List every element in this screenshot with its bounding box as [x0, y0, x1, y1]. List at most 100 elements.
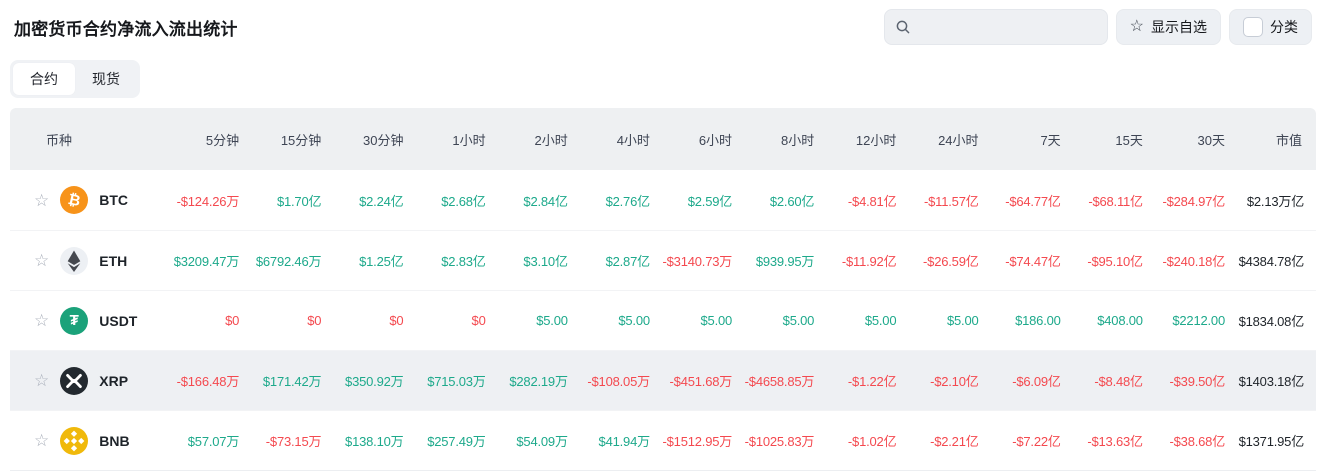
coin-symbol: BNB — [99, 432, 130, 449]
column-header-5m[interactable]: 5分钟 — [205, 132, 240, 148]
column-header-6h[interactable]: 6小时 — [698, 132, 733, 148]
flow-value-cell: -$6.09亿 — [1012, 374, 1061, 390]
flow-value-cell: -$68.11亿 — [1088, 193, 1143, 209]
flow-value-cell: -$2.10亿 — [930, 374, 979, 390]
flow-value-cell: -$1.02亿 — [847, 434, 897, 450]
flow-value-cell: $5.00 — [782, 313, 815, 329]
column-header-4h[interactable]: 4小时 — [616, 132, 650, 148]
table-row-btc[interactable]: ☆ ₿ BTC -$124.26万 $1.70亿 $2.24亿 $2.68亿 $2.84… — [10, 170, 1316, 230]
flow-value-cell: $2.76亿 — [605, 193, 651, 209]
flow-value-cell: -$8.48亿 — [1094, 374, 1143, 390]
coin-cell: ☆ ETH — [10, 246, 160, 275]
market-cap-cell: $2.13万亿 — [1246, 193, 1304, 209]
flow-value-cell: $57.07万 — [187, 434, 240, 450]
market-cap-cell: $1834.08亿 — [1238, 314, 1305, 330]
flow-value-cell: $0 — [471, 313, 486, 329]
flow-value-cell: $1.70亿 — [276, 193, 322, 209]
table-row-usdt[interactable]: ☆ ₮ USDT $0 $0 $0 $0 $5.00 $5.00 $5.00 $5.00 $5.… — [10, 290, 1316, 350]
star-icon: ☆ — [1129, 18, 1144, 35]
flow-value-cell: $3209.47万 — [173, 254, 240, 270]
coin-cell: ☆ ₮ USDT — [10, 306, 160, 335]
table-row-bnb[interactable]: ☆ BNB $57.07万 -$73.15万 $138.10万 $257.49万 $54… — [10, 410, 1316, 470]
coin-symbol: ETH — [99, 252, 128, 269]
tab-group: 合约 现货 — [10, 60, 140, 99]
coin-symbol: USDT — [99, 312, 138, 329]
column-header-mcap[interactable]: 市值 — [1275, 132, 1302, 148]
column-header-15m[interactable]: 15分钟 — [280, 132, 322, 148]
column-header-30m[interactable]: 30分钟 — [362, 132, 404, 148]
flow-value-cell: $171.42万 — [262, 374, 322, 390]
flow-value-cell: $186.00 — [1015, 313, 1061, 329]
flows-table: 币种 5分钟 15分钟 30分钟 1小时 2小时 4小时 6小时 8小时 12小… — [10, 108, 1316, 472]
usdt-icon: ₮ — [60, 306, 89, 335]
flow-value-cell: -$1025.83万 — [744, 434, 815, 450]
eth-icon — [60, 246, 89, 275]
search-icon — [895, 19, 911, 35]
flow-value-cell: -$451.68万 — [669, 374, 733, 390]
flow-value-cell: $2.60亿 — [769, 193, 815, 209]
flow-value-cell: -$108.05万 — [587, 374, 650, 390]
flow-value-cell: $939.95万 — [755, 254, 815, 270]
flow-value-cell: -$284.97亿 — [1162, 193, 1225, 209]
table-row-xrp[interactable]: ☆ XRP -$166.48万 $171.42万 $350.92万 $715.03万 $… — [10, 350, 1316, 411]
column-header-30d[interactable]: 30天 — [1197, 132, 1225, 148]
flow-value-cell: $350.92万 — [345, 374, 404, 390]
tab-contract[interactable]: 合约 — [13, 63, 75, 96]
flow-value-cell: $41.94万 — [598, 434, 651, 450]
market-cap-cell: $4384.78亿 — [1238, 254, 1305, 270]
flow-value-cell: $5.00 — [946, 313, 979, 329]
column-header-15d[interactable]: 15天 — [1115, 132, 1143, 148]
show-favorites-button[interactable]: ☆ 显示自选 — [1115, 9, 1221, 45]
flow-value-cell: $2212.00 — [1172, 313, 1225, 329]
flow-value-cell: $1.25亿 — [359, 254, 404, 270]
search-box[interactable] — [883, 9, 1108, 45]
favorite-star-icon[interactable]: ☆ — [34, 431, 50, 451]
flow-value-cell: -$7.22亿 — [1012, 434, 1061, 450]
flow-value-cell: -$95.10亿 — [1087, 254, 1143, 270]
market-cap-cell: $1403.18亿 — [1238, 374, 1305, 390]
column-header-coin[interactable]: 币种 — [46, 132, 73, 148]
flow-value-cell: -$39.50亿 — [1169, 374, 1226, 390]
flow-value-cell: -$64.77亿 — [1005, 193, 1061, 209]
flow-value-cell: $0 — [389, 313, 404, 329]
page-title: 加密货币合约净流入流出统计 — [14, 19, 238, 39]
column-header-1h[interactable]: 1小时 — [452, 132, 486, 148]
flow-value-cell: -$1512.95万 — [662, 434, 733, 450]
column-header-8h[interactable]: 8小时 — [780, 132, 815, 148]
flow-value-cell: -$38.68亿 — [1169, 434, 1226, 450]
column-header-2h[interactable]: 2小时 — [534, 132, 568, 148]
flow-value-cell: $5.00 — [618, 313, 650, 329]
flow-value-cell: $2.84亿 — [523, 193, 568, 209]
btc-icon: ₿ — [60, 186, 89, 215]
flow-value-cell: $2.87亿 — [605, 254, 651, 270]
flow-value-cell: $0 — [225, 313, 240, 329]
favorite-star-icon[interactable]: ☆ — [34, 190, 50, 210]
favorite-star-icon[interactable]: ☆ — [34, 311, 50, 331]
coin-cell: ☆ XRP — [10, 366, 160, 395]
favorite-star-icon[interactable]: ☆ — [34, 251, 50, 271]
category-label: 分类 — [1270, 19, 1298, 35]
category-checkbox[interactable] — [1243, 17, 1263, 37]
flow-value-cell: $6792.46万 — [255, 254, 322, 270]
bnb-icon — [60, 426, 89, 455]
category-button[interactable]: 分类 — [1229, 9, 1312, 45]
favorite-star-icon[interactable]: ☆ — [34, 371, 50, 391]
coin-symbol: XRP — [99, 372, 129, 389]
flow-value-cell: -$1.22亿 — [847, 374, 897, 390]
flow-value-cell: $54.09万 — [516, 434, 568, 450]
search-input[interactable] — [918, 19, 1097, 35]
table-row-eth[interactable]: ☆ ETH $3209.47万 $6792.46万 $1.25亿 $2.83亿 $3.1… — [10, 230, 1316, 290]
flow-value-cell: -$2.21亿 — [930, 434, 979, 450]
flow-value-cell: $5.00 — [864, 313, 897, 329]
column-header-24h[interactable]: 24小时 — [938, 132, 979, 148]
flow-value-cell: $3.10亿 — [523, 254, 568, 270]
column-header-12h[interactable]: 12小时 — [855, 132, 897, 148]
flow-value-cell: -$11.92亿 — [841, 254, 897, 270]
flow-value-cell: $138.10万 — [345, 434, 404, 450]
tab-spot[interactable]: 现货 — [92, 71, 120, 87]
column-header-7d[interactable]: 7天 — [1040, 132, 1061, 148]
market-cap-cell: $1371.95亿 — [1238, 434, 1305, 450]
coin-cell: ☆ ₿ BTC — [10, 186, 160, 215]
flow-value-cell: $257.49万 — [427, 434, 486, 450]
flow-value-cell: $282.19万 — [509, 374, 568, 390]
